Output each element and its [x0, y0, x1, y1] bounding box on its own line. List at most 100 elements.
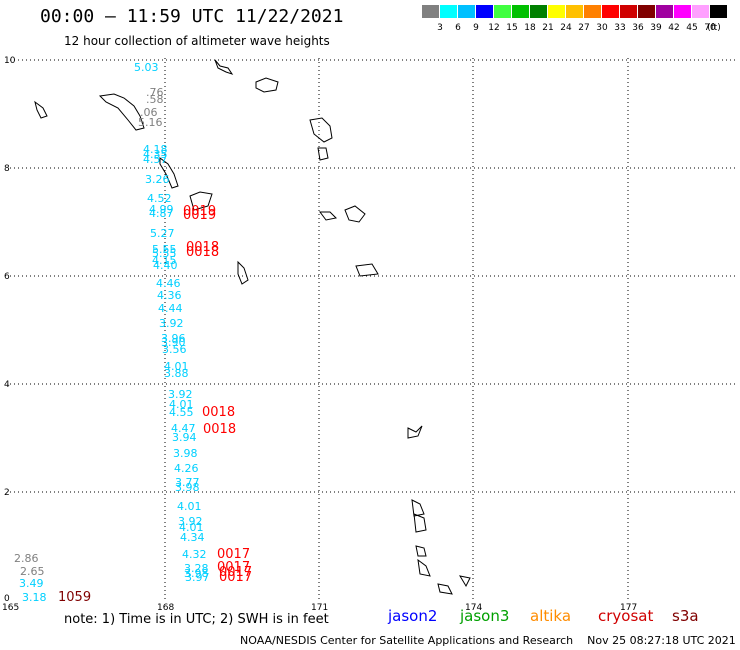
- wave-height-label: 4.55: [169, 406, 194, 419]
- y-axis-label: 6: [4, 272, 10, 282]
- time-label: 0018: [203, 422, 236, 437]
- island-outline: [437, 583, 453, 595]
- wave-height-label: 4.99: [149, 203, 174, 216]
- island-outline: [411, 499, 425, 517]
- axis-labels: 165 168 171 174 177 0 2 4 6 8 10: [2, 56, 637, 613]
- wave-height-label: 3.28: [184, 562, 209, 575]
- time-label: 0018: [186, 240, 219, 255]
- footnote: note: 1) Time is in UTC; 2) SWH is in fe…: [64, 612, 329, 627]
- wave-height-label: 3.94: [172, 431, 197, 444]
- wave-height-label: 3.26: [145, 173, 170, 186]
- colorbar-swatch: [602, 5, 619, 18]
- wave-height-label: 5.55: [152, 243, 177, 256]
- colorbar-tick: 3: [437, 23, 443, 33]
- satellite-legend-jason2: jason2: [388, 607, 438, 625]
- time-label: 0019: [183, 204, 216, 219]
- wave-height-label: 3.49: [19, 577, 44, 590]
- colorbar-tick: 21: [542, 23, 554, 33]
- y-axis-label: 4: [4, 380, 10, 390]
- y-axis-label: 0: [4, 594, 10, 604]
- wave-height-label: 4.44: [158, 302, 183, 315]
- wave-height-label: 4.52: [147, 192, 172, 205]
- wave-height-label: 4.57: [143, 153, 168, 166]
- satellite-legend-jason3: jason3: [460, 607, 510, 625]
- colorbar-swatch: [458, 5, 475, 18]
- colorbar-swatch: [692, 5, 709, 18]
- wave-height-label: 3.88: [164, 367, 189, 380]
- wave-height-label: 2.65: [20, 565, 45, 578]
- wave-height-label: 4.34: [180, 531, 205, 544]
- time-label: 1059: [58, 590, 91, 605]
- colorbar-swatch: [620, 5, 637, 18]
- wave-height-label: 5.16: [138, 116, 163, 129]
- island-outline: [407, 425, 423, 439]
- colorbar-tick: 24: [560, 23, 572, 33]
- island-outline: [34, 100, 48, 119]
- colorbar-swatch: [494, 5, 511, 18]
- island-outline: [309, 117, 333, 143]
- lat-lon-grid: [10, 58, 735, 600]
- wave-height-label: 3.92: [178, 515, 203, 528]
- colorbar-swatch: [440, 5, 457, 18]
- colorbar-tick: 30: [596, 23, 608, 33]
- colorbar-swatch: [656, 5, 673, 18]
- wave-height-label: 3.56: [162, 343, 187, 356]
- wave-height-label: 3.98: [173, 447, 198, 460]
- colorbar-swatch: [710, 5, 727, 18]
- wave-height-label: 4.36: [157, 289, 182, 302]
- time-label: 0017: [217, 547, 250, 562]
- island-coastlines: [34, 59, 471, 595]
- island-outline: [417, 558, 431, 577]
- wave-height-label: 4.01: [179, 521, 204, 534]
- island-outline: [214, 59, 234, 75]
- island-outline: [458, 575, 471, 588]
- wave-height-label: 3.98: [184, 567, 209, 580]
- wave-height-label: 5.03: [134, 61, 159, 74]
- y-axis-label: 10: [4, 56, 16, 66]
- x-axis-label: 165: [2, 603, 19, 613]
- wave-height-label: 4.01: [169, 398, 194, 411]
- wave-height-label: 4.01: [177, 500, 202, 513]
- wave-height-label: 3.97: [185, 571, 210, 584]
- colorbar-swatch: [638, 5, 655, 18]
- wave-height-label: 4.35: [143, 148, 168, 161]
- wave-height-label: 3.92: [159, 317, 184, 330]
- colorbar-tick: 18: [524, 23, 536, 33]
- wave-height-label: 3.96: [161, 332, 186, 345]
- colorbar-swatch: [674, 5, 691, 18]
- colorbar-tick: 36: [632, 23, 644, 33]
- colorbar-tick: 12: [488, 23, 500, 33]
- satellite-legend-cryosat: cryosat: [598, 607, 654, 625]
- island-outline: [159, 157, 179, 189]
- colorbar-swatch: [566, 5, 583, 18]
- island-outline: [355, 263, 379, 277]
- island-outline: [98, 93, 145, 131]
- wave-height-label: .06: [140, 106, 158, 119]
- colorbar-tick: 33: [614, 23, 626, 33]
- wave-height-label: 3.18: [22, 591, 47, 604]
- island-outline: [189, 191, 213, 211]
- wave-height-label: 4.87: [149, 207, 174, 220]
- wave-height-label: 4.15: [152, 254, 177, 267]
- island-outline: [413, 513, 427, 533]
- time-label: 0017: [217, 560, 250, 575]
- satellite-legend-altika: altika: [530, 607, 572, 625]
- time-label: 0017: [219, 565, 252, 580]
- island-outline: [319, 211, 338, 221]
- wave-height-label: 4.01: [164, 360, 189, 373]
- wave-height-label: 4.32: [182, 548, 207, 561]
- colorbar-unit: (ft): [707, 23, 721, 33]
- time-label: 0017: [219, 570, 252, 585]
- wave-height-label: .76: [146, 86, 164, 99]
- wave-height-label: 3.77: [175, 476, 200, 489]
- wave-height-label: 3.90: [161, 336, 186, 349]
- wave-height-label: 5.55: [152, 247, 177, 260]
- y-axis-label: 2: [4, 488, 10, 498]
- colorbar-swatch: [530, 5, 547, 18]
- colorbar-swatch: [548, 5, 565, 18]
- wave-height-label: 3.92: [168, 388, 193, 401]
- x-axis-label: 177: [620, 603, 637, 613]
- wave-height-label: 3.98: [175, 481, 200, 494]
- colorbar-swatch: [476, 5, 493, 18]
